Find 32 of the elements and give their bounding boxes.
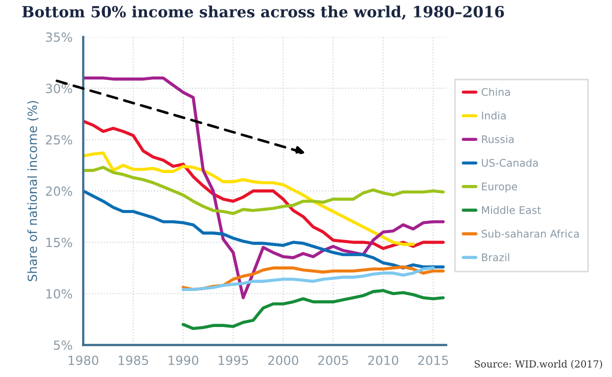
x-tick-label: 1985: [118, 356, 148, 366]
line-series: [182, 289, 445, 330]
chart-title: Bottom 50% income shares across the world, 1980–2016: [22, 6, 504, 20]
x-tick-label: 1980: [68, 356, 98, 366]
legend-label: Europe: [482, 182, 518, 192]
line-series: [83, 166, 445, 216]
legend-label: Middle East: [482, 206, 541, 214]
x-tick-label: 2000: [268, 356, 298, 366]
line-series: [83, 76, 445, 300]
y-axis-title: Share of national income (%): [27, 100, 39, 282]
x-tick-label: 2015: [418, 356, 448, 366]
x-tick-label: 1995: [218, 356, 248, 366]
x-tick-label: 2010: [368, 356, 398, 366]
y-tick-label: 35%: [46, 32, 72, 42]
line-series: [83, 120, 445, 250]
legend-label: US-Canada: [482, 158, 538, 167]
legend-label: Russia: [482, 135, 514, 144]
legend-label: Sub-saharan Africa: [482, 230, 579, 238]
y-tick-label: 30%: [46, 84, 72, 94]
legend-label: India: [482, 111, 506, 120]
x-tick-label: 1990: [168, 356, 198, 366]
line-series: [83, 189, 445, 270]
legend-label: Brazil: [482, 253, 510, 262]
y-tick-label: 20%: [46, 186, 72, 196]
y-tick-label: 10%: [46, 289, 72, 299]
legend-label: China: [482, 88, 510, 96]
y-tick-label: 5%: [54, 340, 72, 350]
line-series: [83, 151, 415, 246]
y-tick-label: 15%: [46, 238, 72, 248]
y-tick-label: 25%: [46, 135, 72, 145]
source-note: Source: WID.world (2017): [474, 360, 602, 369]
x-tick-label: 2005: [318, 356, 348, 366]
